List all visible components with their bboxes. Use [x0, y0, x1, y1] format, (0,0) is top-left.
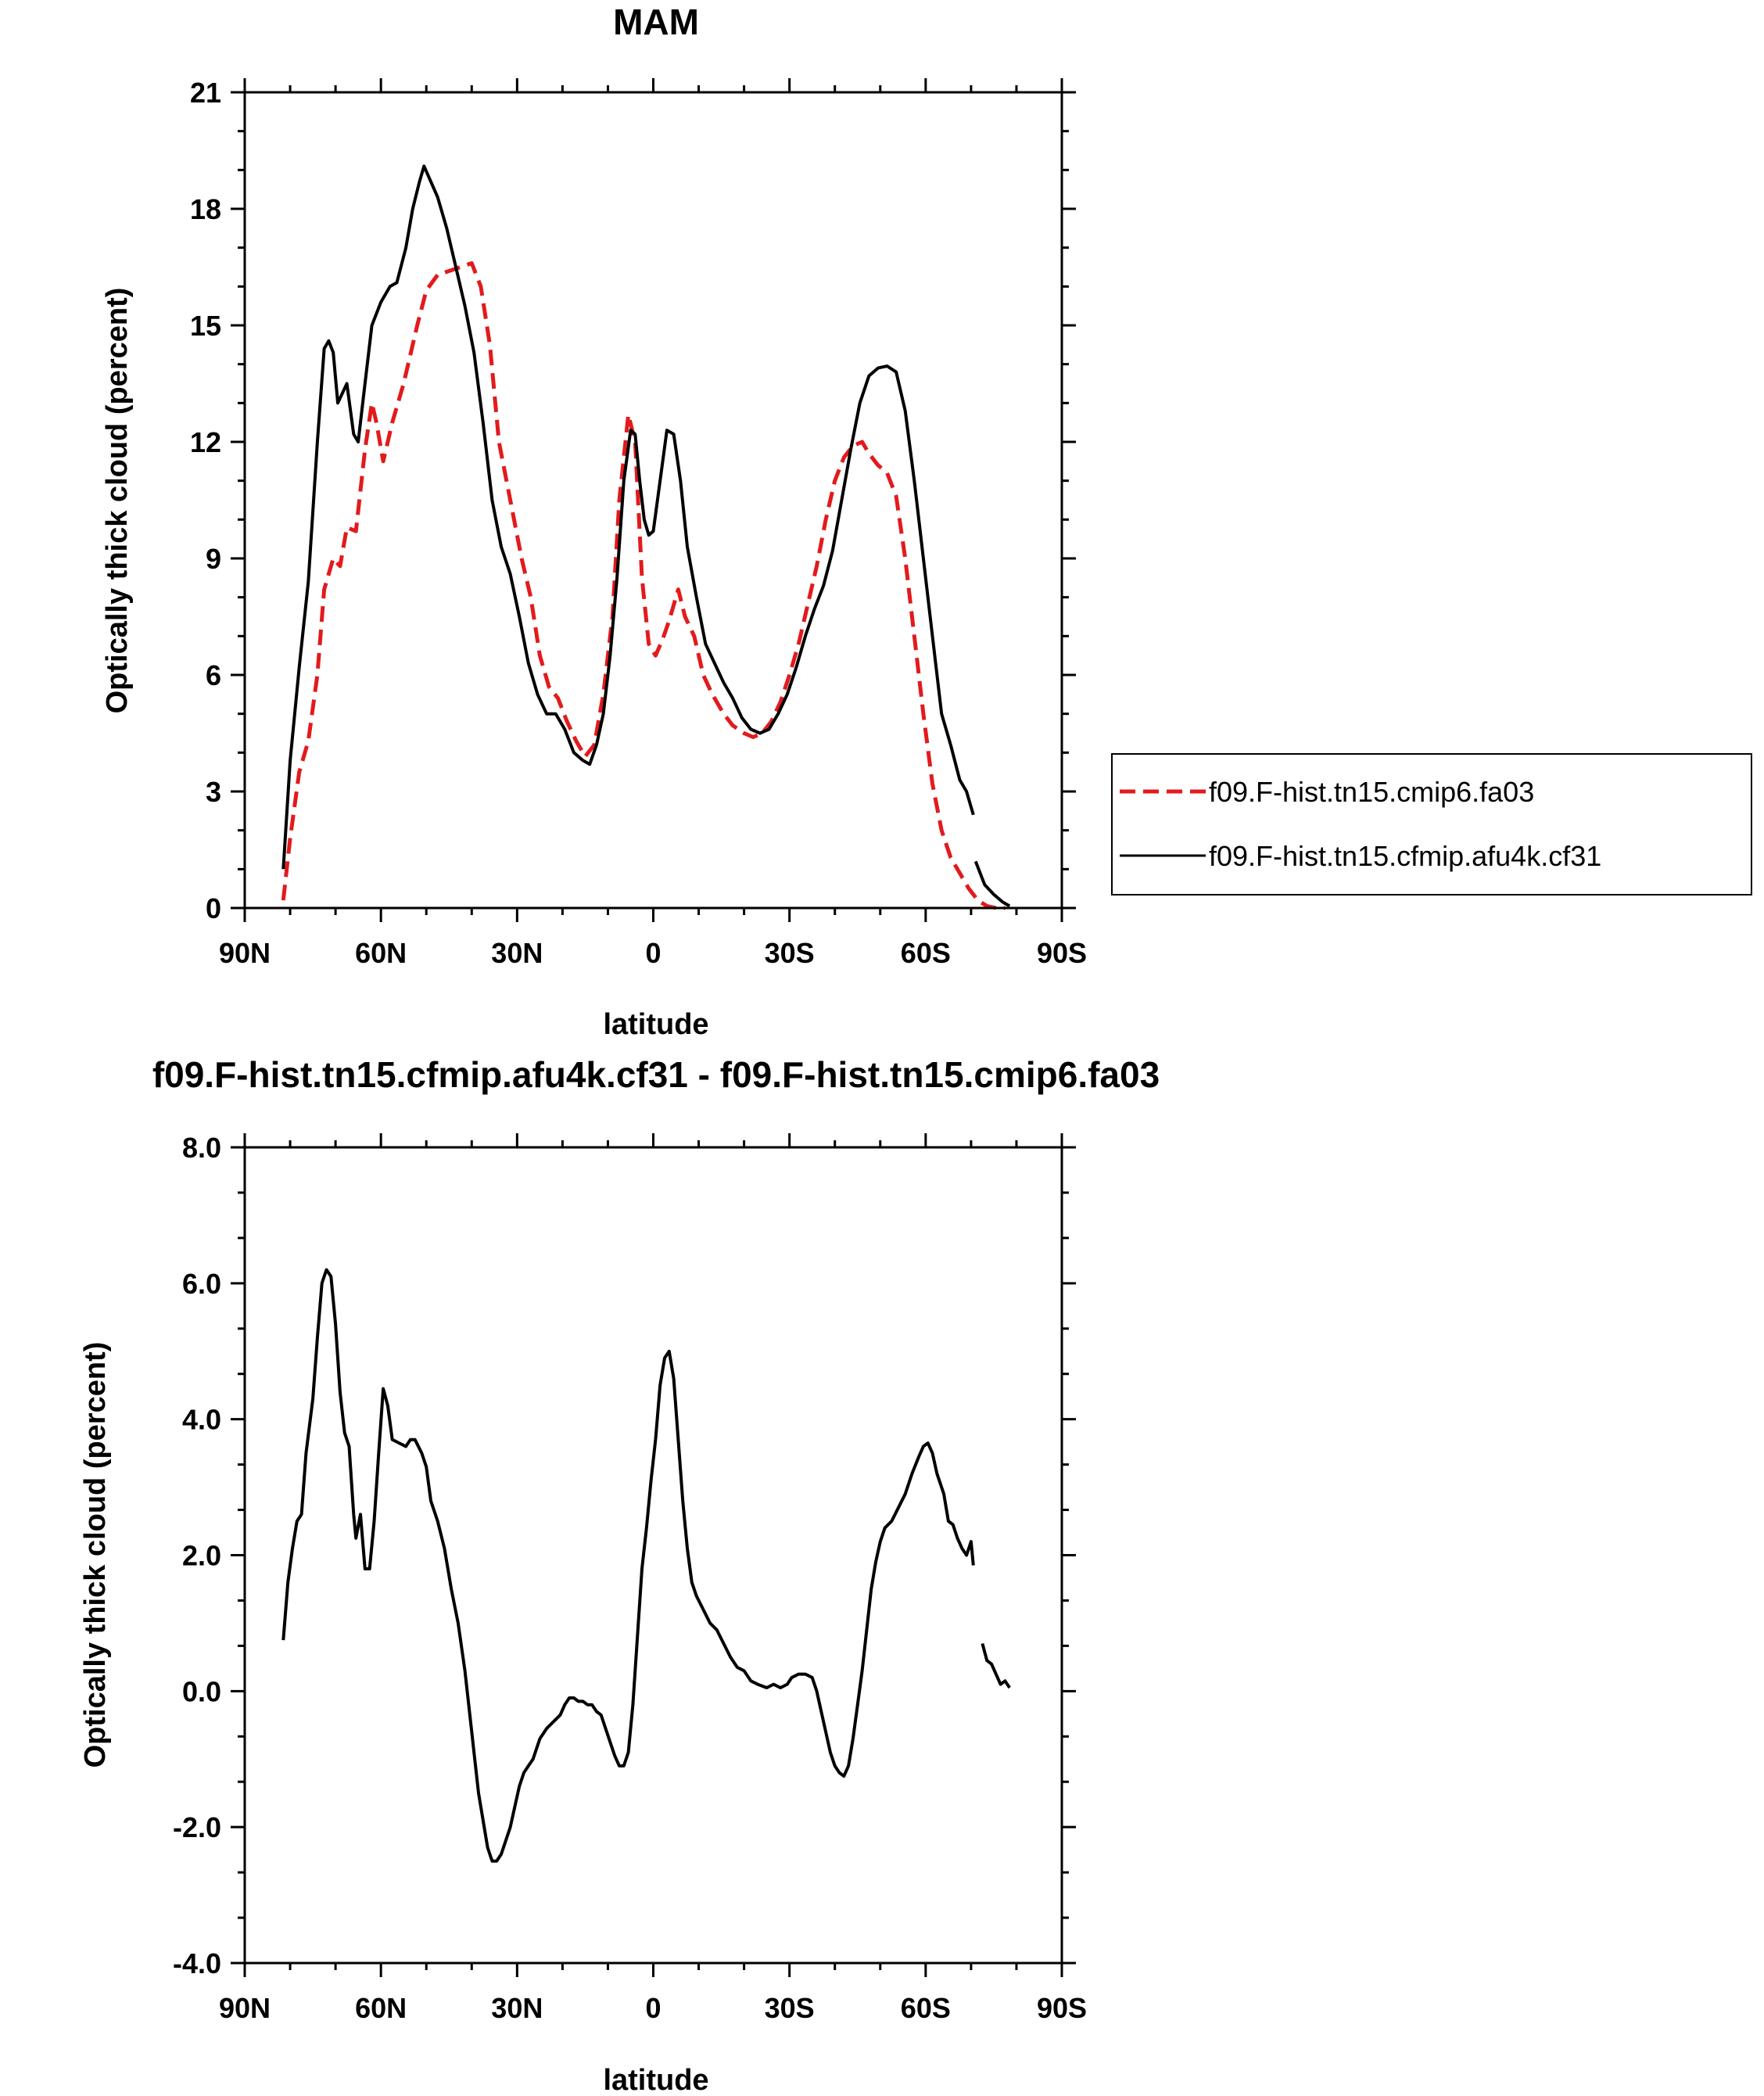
bottom-x-tick-label: 90N — [219, 1992, 271, 2024]
bottom-chart-title: f09.F-hist.tn15.cfmip.afu4k.cf31 - f09.F… — [152, 1054, 1160, 1095]
bottom-plot-frame — [243, 1146, 1063, 1965]
top-x-axis-label: latitude — [603, 1008, 708, 1041]
legend-label-cf31: f09.F-hist.tn15.cfmip.afu4k.cf31 — [1209, 840, 1601, 872]
bottom-y-axis-label: Optically thick cloud (percent) — [79, 1342, 112, 1768]
top-x-tick-label: 30S — [765, 937, 815, 969]
bottom-y-tick-label: -4.0 — [173, 1947, 221, 1979]
top-y-tick-label: 15 — [190, 310, 221, 342]
bottom-plot-area: 90N 60N 30N 0 30S 60S 90S -4.0 -2.0 0.0 2.0 4.0 6.0 8… — [173, 1132, 1087, 2024]
bottom-x-tick-label: 60S — [901, 1992, 951, 2024]
bottom-x-tick-label: 0 — [645, 1992, 661, 2024]
top-x-tick-label: 0 — [645, 937, 661, 969]
top-chart-title: MAM — [613, 2, 699, 42]
top-x-tick-label: 30N — [491, 937, 543, 969]
bottom-y-tick-label: 4.0 — [182, 1404, 221, 1436]
top-series-1-line-1 — [973, 860, 1011, 908]
top-y-axis-label: Optically thick cloud (percent) — [101, 288, 134, 714]
bottom-x-tick-label: 30S — [765, 1992, 815, 2024]
top-y-tick-label: 18 — [190, 193, 221, 225]
bottom-y-tick-label: 8.0 — [182, 1132, 221, 1164]
legend: f09.F-hist.tn15.cmip6.fa03 f09.F-hist.tn… — [1111, 753, 1752, 895]
bottom-y-tick-label: 0.0 — [182, 1675, 221, 1707]
bottom-y-tick-label: 2.0 — [182, 1540, 221, 1572]
top-x-tick-label: 90N — [219, 937, 271, 969]
bottom-series-0-line-1 — [981, 1642, 1011, 1689]
top-y-tick-label: 3 — [206, 776, 221, 808]
bottom-series-0-line-0 — [281, 1268, 975, 1863]
top-panel: MAM 90N 60N 30N 0 30S 60S 90S 0 3 6 9 12 15 18 21 lati… — [101, 2, 1087, 1041]
top-y-tick-label: 9 — [206, 543, 221, 575]
bottom-x-tick-label: 90S — [1037, 1992, 1087, 2024]
bottom-x-tick-label: 60N — [355, 1992, 407, 2024]
bottom-y-tick-label: 6.0 — [182, 1268, 221, 1300]
top-x-tick-label: 60N — [355, 937, 407, 969]
top-x-tick-label: 90S — [1037, 937, 1087, 969]
top-series-0-line-0 — [281, 261, 1006, 910]
top-series-1-line-0 — [281, 164, 975, 870]
bottom-x-axis-label: latitude — [603, 2064, 708, 2096]
bottom-x-tick-label: 30N — [491, 1992, 543, 2024]
legend-label-fa03: f09.F-hist.tn15.cmip6.fa03 — [1209, 776, 1534, 808]
top-y-tick-label: 21 — [190, 77, 221, 109]
top-plot-area: 90N 60N 30N 0 30S 60S 90S 0 3 6 9 12 15 18 21 — [190, 77, 1087, 969]
top-x-tick-label: 60S — [901, 937, 951, 969]
bottom-panel: f09.F-hist.tn15.cfmip.afu4k.cf31 - f09.F… — [79, 1054, 1160, 2096]
top-plot-frame — [243, 91, 1063, 910]
bottom-y-tick-label: -2.0 — [173, 1811, 221, 1843]
top-y-tick-label: 0 — [206, 892, 221, 924]
top-y-tick-label: 12 — [190, 426, 221, 458]
legend-box — [1111, 753, 1752, 895]
top-y-tick-label: 6 — [206, 659, 221, 691]
